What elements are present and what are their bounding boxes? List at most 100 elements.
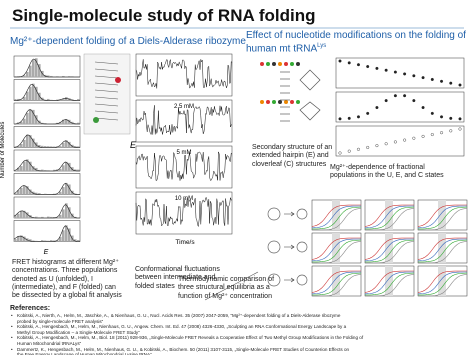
fit-curve [311,206,362,230]
histogram-bar [59,214,62,218]
heading-sup: Lys [317,43,327,49]
histogram-bar [68,119,71,124]
fit-curve [13,109,80,125]
histogram-bar [56,217,59,218]
histogram-bar [32,109,35,124]
fit-curve [312,274,362,297]
caption-line: Secondary structure of an [252,144,333,151]
histogram-bar [32,166,35,171]
fit-curve [417,204,467,227]
trace-label: 5 mM [177,150,192,156]
marker [458,83,462,87]
caption-line: between intermediate and [135,274,216,282]
stem [94,103,119,107]
fit-curve [365,274,415,297]
histogram-bar [71,76,74,77]
reference-line: Kobitski, A., Hengesbach, M., Helm, M., … [17,335,364,341]
caption-line: Conformational fluctuations [135,266,220,273]
reference-line: Kobitski, A., Hengesbach, M., Helm, M., … [17,324,347,330]
trace-frame [135,53,233,97]
left-heading: Mg²⁺-dependent folding of a Diels-Aldera… [10,36,246,47]
histogram-bar [74,239,77,242]
caption-line: folded states [135,282,175,290]
histogram-bar [29,189,32,195]
histogram-bar [26,91,29,101]
histogram-bar [62,142,65,148]
histogram-bar [20,121,23,124]
fit-curve [364,237,414,260]
plot-frame [335,125,465,157]
histogram-bar [32,240,35,242]
nucleotide [284,100,288,104]
histogram-bar [32,60,35,77]
fit-curve [311,237,361,260]
marker [403,138,407,142]
reference: Kobitski, A., Nierth, A., Helm, M., Jäsc… [10,313,470,324]
marker [430,77,434,81]
histogram-bar [44,123,47,124]
marker [375,106,379,110]
fit-curve [364,238,414,262]
marker [356,63,360,67]
stem [94,110,119,114]
marker [449,129,453,133]
structure-caption: Secondary structure of an extended hairpi… [252,144,332,169]
dye [93,117,99,123]
histogram-bar [47,240,50,242]
histogram-bar [59,99,62,101]
nucleotide [278,62,282,66]
histogram-bar [65,140,68,148]
histogram-bar [41,169,44,171]
right-heading: Effect of nucleotide modifications on th… [246,30,466,54]
marker [375,66,379,70]
fit-curve [418,241,468,264]
histogram-bar [50,216,53,218]
fit-curve [364,206,415,230]
histogram-bar [23,210,26,218]
trace [135,197,233,228]
histogram-bar [47,216,50,218]
histogram-caption: FRET histograms at different Mg²⁺ concent… [12,259,122,300]
histogram-bar [26,112,29,124]
references-heading: References: [10,305,51,312]
trace-caption: Conformational fluctuations between inter… [135,266,220,291]
marker [375,144,379,148]
histogram-bar [38,145,41,148]
histogram-bar [44,146,47,148]
histogram-bar [26,134,29,148]
cloverleaf [299,69,321,121]
marker [430,133,434,137]
reference-line: Kobitski, A., Nierth, A., Helm, M., Jäsc… [17,313,341,318]
histogram-bar [20,144,23,148]
dye [115,77,121,83]
histogram-bar [44,193,47,195]
histogram-bar [68,228,71,242]
shaded-band [438,200,446,230]
fit-curve [311,272,362,296]
marker [403,72,407,76]
fit-curve [364,271,414,295]
histogram-bar [41,145,44,148]
marker [366,65,370,69]
histogram-bar [56,76,59,77]
marker [384,68,388,72]
fit-curve [364,272,415,296]
marker [440,79,444,83]
histogram-bar [77,146,80,148]
histogram-bar [20,166,23,171]
pointer-arrow [204,271,259,301]
nucleotide [278,100,282,104]
nucleotide [272,62,276,66]
histogram-bar [29,135,32,148]
histogram-bar [20,235,23,242]
shaded-band [385,266,393,296]
fit-curve [364,270,414,293]
histogram-bar [68,76,71,77]
shaded-band [332,233,340,263]
reference: Dammertz, K., Hengesbach, M., Helm, M., … [10,347,470,355]
histogram-bar [23,97,26,101]
histogram-bar [35,115,38,124]
marker [384,99,388,103]
histogram-bar [44,170,47,171]
